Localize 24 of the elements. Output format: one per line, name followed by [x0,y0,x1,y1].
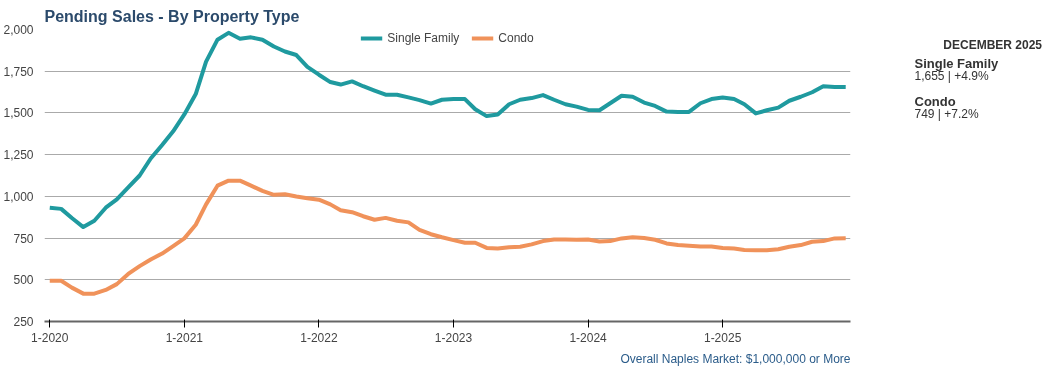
x-tick-label: 1-2024 [569,330,608,345]
y-tick-label: 1,750 [3,64,34,79]
text: Condo [914,93,956,109]
y-tick-label: 1,250 [3,148,34,163]
y-tick-label: 750 [13,231,34,246]
legend-label: Single Family [387,31,460,45]
text: 749 | +7.2% [914,106,979,121]
chart-title: Pending Sales - By Property Type [44,7,300,25]
y-tick-label: 2,000 [3,23,34,37]
text: DECEMBER 2025 [943,38,1043,53]
text: Overall Naples Market: $1,000,000 or More [620,351,851,366]
x-tick-label: 1-2022 [300,330,338,345]
y-tick-label: 1,500 [3,106,34,121]
line-series [47,178,848,296]
line-series [47,30,848,230]
y-tick-label: 250 [13,315,34,329]
x-tick-label: 1-2021 [165,330,204,345]
x-tick-label: 1-2025 [703,330,742,345]
x-tick-label: 1-2023 [434,330,473,345]
y-tick-label: 500 [13,273,34,288]
x-tick-label: 1-2020 [31,330,69,345]
text: Single Family [914,55,1000,71]
y-tick-label: 1,000 [3,189,34,204]
legend-label: Condo [498,31,534,45]
